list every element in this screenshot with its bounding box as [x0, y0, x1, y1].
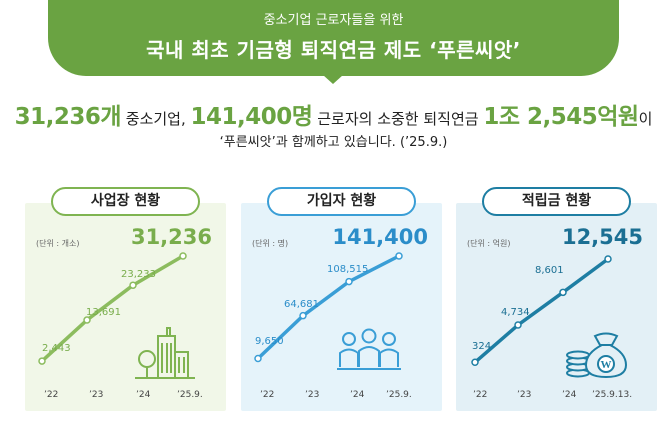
- data-label-23: 4,734: [501, 307, 530, 318]
- data-label-24: 8,601: [535, 265, 564, 276]
- x-tick-24: ’24: [562, 390, 577, 400]
- headline-amount: 1조 2,545억원: [483, 104, 639, 130]
- data-point-2: [129, 281, 137, 289]
- data-label-23: 13,691: [86, 307, 121, 318]
- data-point-3: [395, 252, 403, 260]
- line-chart: W: [471, 255, 628, 379]
- panel-title: 적립금 현황: [482, 187, 631, 216]
- buildings-icon: [135, 327, 195, 379]
- x-tick-25: ’25.9.: [177, 390, 203, 400]
- x-tick-24: ’24: [136, 390, 151, 400]
- data-point-0: [254, 354, 262, 363]
- x-tick-23: ’23: [305, 390, 320, 400]
- panel-background: [25, 203, 226, 411]
- data-label-23: 64,681: [284, 299, 319, 310]
- data-point-1: [514, 321, 522, 329]
- total-value: 12,545: [561, 225, 643, 249]
- series-line: [40, 254, 185, 363]
- data-label-24: 23,233: [121, 269, 156, 280]
- data-point-2: [345, 277, 353, 286]
- headline-line-2: ‘푸른씨앗’과 함께하고 있습니다. (’25.9.): [219, 135, 448, 150]
- title-banner: 중소기업 근로자들을 위한 국내 최초 기금형 퇴직연금 제도 ‘푸른씨앗’: [48, 0, 619, 76]
- panel-background: [456, 203, 657, 411]
- headline-text-2: 근로자의 소중한 퇴직연금: [312, 110, 484, 128]
- money-bag-icon: W: [566, 332, 628, 379]
- data-point-3: [604, 255, 612, 263]
- data-label-22: 9,650: [255, 336, 284, 347]
- x-tick-25: ’25.9.: [386, 390, 412, 400]
- subscriber-panel: 가입자 현황 (단위 : 명) 141,400 9,650 64,681 108…: [241, 181, 442, 411]
- x-tick-24: ’24: [350, 390, 365, 400]
- panel-title: 가입자 현황: [267, 187, 416, 216]
- svg-text:W: W: [601, 359, 612, 371]
- workplace-panel: 사업장 현황 (단위 : 개소) 31,236 2,443 13,691 23,…: [25, 181, 226, 411]
- headline-workers: 141,400명: [190, 104, 313, 130]
- unit-label: (단위 : 개소): [36, 239, 80, 248]
- data-point-0: [38, 357, 46, 365]
- data-point-1: [299, 311, 307, 320]
- unit-label: (단위 : 명): [252, 239, 289, 248]
- line-chart: [38, 252, 195, 379]
- reserve-panel: 적립금 현황 (단위 : 억원) 12,545 W 324 4,734 8,60…: [456, 181, 657, 411]
- data-point-2: [559, 288, 567, 297]
- x-tick-25: ’25.9.13.: [592, 390, 633, 400]
- x-tick-23: ’23: [517, 390, 532, 400]
- headline: 31,236개 중소기업, 141,400명 근로자의 소중한 퇴직연금 1조 …: [0, 97, 667, 131]
- data-point-0: [471, 358, 479, 367]
- x-tick-22: ’22: [44, 390, 59, 400]
- x-tick-22: ’22: [260, 390, 275, 400]
- series-line: [473, 257, 610, 365]
- x-tick-23: ’23: [89, 390, 104, 400]
- headline-text-3: 이: [638, 110, 653, 128]
- data-label-22: 2,443: [42, 343, 71, 354]
- headline-companies: 31,236개: [14, 104, 122, 130]
- line-chart: [254, 252, 403, 370]
- banner-subtitle: 중소기업 근로자들을 위한: [263, 13, 404, 28]
- x-tick-22: ’22: [473, 390, 488, 400]
- unit-label: (단위 : 억원): [467, 239, 511, 248]
- series-line: [256, 254, 401, 361]
- people-icon: [337, 328, 401, 370]
- data-label-24: 108,515: [327, 264, 369, 275]
- data-label-22: 324: [472, 341, 492, 352]
- data-point-1: [83, 316, 91, 324]
- panel-title: 사업장 현황: [51, 187, 200, 216]
- banner-pointer: [323, 75, 343, 84]
- panel-background: [241, 203, 442, 411]
- total-value: 31,236: [130, 225, 212, 249]
- banner-title: 국내 최초 기금형 퇴직연금 제도 ‘푸른씨앗’: [146, 38, 521, 62]
- data-point-3: [179, 252, 187, 260]
- headline-text-1: 중소기업,: [121, 110, 191, 128]
- total-value: 141,400: [332, 225, 428, 249]
